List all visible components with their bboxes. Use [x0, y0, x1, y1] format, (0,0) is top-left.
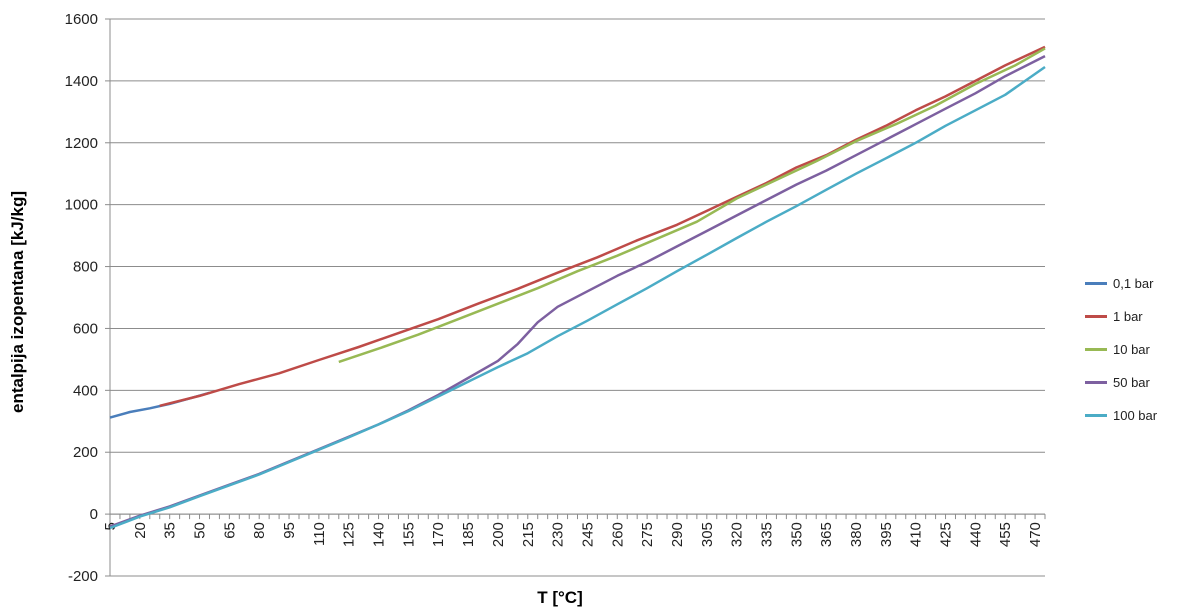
- x-tick-label: 320: [729, 522, 746, 547]
- legend-label: 0,1 bar: [1113, 275, 1154, 291]
- x-tick-label: 185: [460, 522, 477, 547]
- x-tick-label: 305: [699, 522, 716, 547]
- x-tick-label: 95: [281, 522, 298, 539]
- x-tick-label: 275: [639, 522, 656, 547]
- x-tick-label: 380: [848, 522, 865, 547]
- x-tick-label: 425: [938, 522, 955, 547]
- legend-item: 0,1 bar: [1085, 272, 1180, 294]
- x-tick-label: 290: [669, 522, 686, 547]
- x-tick-label: 350: [788, 522, 805, 547]
- y-tick-label: 1600: [65, 11, 98, 28]
- legend-item: 50 bar: [1085, 371, 1180, 393]
- legend-swatch: [1085, 380, 1107, 384]
- series-line-3: [109, 54, 1046, 528]
- x-tick-label: 155: [400, 522, 417, 547]
- legend-label: 10 bar: [1113, 341, 1150, 357]
- legend-swatch: [1085, 413, 1107, 417]
- series-line-4: [109, 65, 1046, 530]
- x-tick-label: 335: [758, 522, 775, 547]
- x-tick-label: 50: [192, 522, 209, 539]
- x-tick-label: 245: [579, 522, 596, 547]
- x-axis-title: T [°C]: [537, 588, 583, 607]
- x-tick-label: 365: [818, 522, 835, 547]
- x-axis: 5 20 35 50 65 80 95 110 125 140 155 170 185 200 215 230…: [102, 513, 1046, 547]
- x-tick-label: 410: [908, 522, 925, 547]
- legend-label: 100 bar: [1113, 407, 1158, 423]
- legend: 0,1 bar 1 bar 10 bar 50 bar 100 bar: [1085, 272, 1180, 437]
- x-tick-label: 65: [221, 522, 238, 539]
- y-tick-label: 400: [73, 382, 98, 399]
- y-axis: -200 0 200 400 600 800 1000 1200 1400 1600: [65, 11, 111, 585]
- x-tick-label: 230: [550, 522, 567, 547]
- x-tick-label: 470: [1027, 522, 1044, 547]
- y-tick-label: 0: [90, 506, 98, 523]
- y-axis-title: entalpija izopentana [kJ/kg]: [8, 191, 27, 413]
- x-tick-label: 260: [609, 522, 626, 547]
- x-tick-label: 200: [490, 522, 507, 547]
- y-tick-label: 200: [73, 444, 98, 461]
- x-tick-label: 20: [132, 522, 149, 539]
- x-tick-label: 170: [430, 522, 447, 547]
- x-tick-label: 80: [251, 522, 268, 539]
- x-tick-label: 440: [967, 522, 984, 547]
- x-tick-label: 215: [520, 522, 537, 547]
- y-tick-label: 800: [73, 259, 98, 276]
- legend-item: 1 bar: [1085, 305, 1180, 327]
- x-tick-label: 395: [878, 522, 895, 547]
- series-line-2: [338, 47, 1046, 364]
- x-tick-label: 110: [311, 522, 328, 546]
- legend-swatch: [1085, 314, 1107, 318]
- y-tick-label: -200: [68, 568, 98, 585]
- y-tick-label: 600: [73, 320, 98, 337]
- x-tick-label: 125: [341, 522, 358, 547]
- y-tick-label: 1000: [65, 197, 98, 214]
- x-tick-label: 140: [371, 522, 388, 547]
- y-tick-label: 1400: [65, 73, 98, 90]
- legend-swatch: [1085, 281, 1107, 285]
- x-tick-label: 35: [162, 522, 179, 539]
- x-tick-label: 455: [997, 522, 1014, 547]
- legend-label: 50 bar: [1113, 374, 1150, 390]
- legend-item: 10 bar: [1085, 338, 1180, 360]
- series-lines: [109, 45, 1046, 530]
- legend-swatch: [1085, 347, 1107, 351]
- series-line-1: [159, 45, 1046, 408]
- legend-label: 1 bar: [1113, 308, 1143, 324]
- legend-item: 100 bar: [1085, 404, 1180, 426]
- y-tick-label: 1200: [65, 135, 98, 152]
